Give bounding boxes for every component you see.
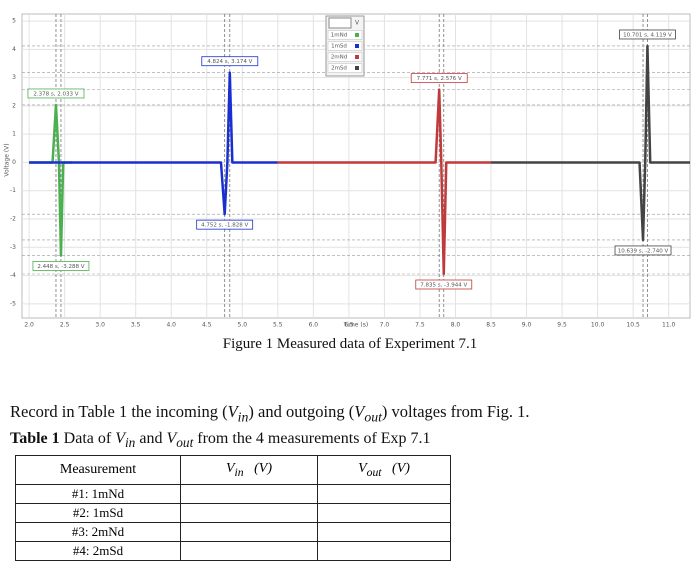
y-tick-label: 5	[12, 18, 16, 25]
x-tick-label: 3.5	[131, 322, 141, 329]
legend: V 1mNd 1mSd 2mNd 2mSd	[325, 15, 365, 77]
legend-label: 1mNd	[331, 33, 347, 39]
x-tick-label: 8.5	[486, 322, 496, 329]
x-tick-label: 7.0	[380, 322, 390, 329]
value-label: 2.448 s, -3.288 V	[32, 261, 90, 271]
y-tick-label: -5	[10, 300, 16, 307]
figure-caption: Figure 1 Measured data of Experiment 7.1	[222, 336, 478, 352]
chart: Time (s) Voltage (V) V 1mNd1mSd2mNd2mSd …	[4, 13, 691, 329]
legend-entry-box	[327, 30, 363, 40]
x-axis-label: Time (s)	[343, 322, 368, 329]
legend-marker	[355, 33, 359, 37]
cell: #1: 1mNd	[15, 484, 181, 504]
series-lines	[29, 44, 690, 276]
legend-label: 2mNd	[331, 55, 347, 61]
table-row: #4: 2mSd	[15, 541, 451, 561]
x-tick-label: 5.5	[273, 322, 283, 329]
x-tick-label: 9.5	[557, 322, 567, 329]
series-line	[491, 44, 690, 242]
y-tick-label: -1	[10, 187, 16, 194]
x-tick-label: 10.0	[591, 322, 605, 329]
x-tick-label: 2.0	[24, 322, 34, 329]
series-line	[277, 88, 492, 276]
data-table: Measurement Vin (V) Vout (V) #1: 1mNd #2:…	[15, 455, 451, 561]
header-cell: Measurement	[15, 455, 181, 485]
x-tick-label: 4.5	[202, 322, 212, 329]
value-label-box	[415, 279, 473, 290]
empty-cell	[317, 541, 451, 561]
value-label: 4.824 s, 3.174 V	[201, 56, 259, 67]
y-tick-label: 0	[12, 159, 16, 166]
value-label-box	[201, 56, 259, 67]
empty-cell	[317, 484, 451, 504]
y-tick-label: 3	[12, 74, 16, 81]
x-tick-label: 3.0	[95, 322, 105, 329]
table-caption: Table 1 Data of Vin and Vout from the 4 …	[10, 430, 431, 451]
y-axis-label: Voltage (V)	[4, 143, 11, 176]
legend-label: 2mSd	[331, 66, 347, 72]
value-label-box	[614, 245, 672, 256]
value-label-text: 2.448 s, -3.288 V	[37, 264, 84, 270]
value-label-box	[410, 73, 468, 84]
y-tick-label: -2	[10, 216, 16, 223]
x-tick-label: 8.0	[451, 322, 461, 329]
cell: #4: 2mSd	[15, 541, 181, 561]
value-label: 7.771 s, 2.576 V	[410, 73, 468, 84]
value-label: 10.701 s, 4.119 V	[619, 29, 676, 40]
y-tick-label: 1	[12, 131, 16, 138]
value-label: 4.752 s, -1.828 V	[196, 219, 254, 230]
cell: #3: 2mNd	[15, 522, 181, 542]
table-row: #1: 1mNd	[15, 484, 451, 504]
y-tick-label: 4	[12, 46, 16, 53]
value-label: 10.639 s, -2.740 V	[614, 245, 672, 256]
legend-label: 1mSd	[331, 44, 347, 50]
empty-cell	[317, 522, 451, 542]
legend-marker	[355, 44, 359, 48]
x-tick-label: 6.5	[344, 322, 354, 329]
instruction: Record in Table 1 the incoming (Vin) and…	[10, 402, 530, 425]
value-label-text: 4.824 s, 3.174 V	[207, 59, 252, 65]
value-label-text: 10.639 s, -2.740 V	[618, 248, 669, 254]
value-label-text: 2.378 s, 2.033 V	[33, 91, 78, 97]
x-tick-label: 7.5	[415, 322, 425, 329]
x-tick-label: 9.0	[522, 322, 532, 329]
value-label-box	[619, 29, 676, 40]
legend-marker	[355, 55, 359, 59]
value-label: 7.835 s, -3.944 V	[415, 279, 473, 290]
table-row: #2: 1mSd	[15, 503, 451, 523]
y-tick-label: -3	[10, 244, 16, 251]
x-tick-label: 5.0	[238, 322, 248, 329]
empty-cell	[180, 522, 318, 542]
legend-entry-box	[327, 52, 363, 62]
legend-entry-box	[327, 41, 363, 51]
table-row: #3: 2mNd	[15, 522, 451, 542]
cell: #2: 1mSd	[15, 503, 181, 523]
legend-marker	[355, 66, 359, 70]
legend-entry-box	[327, 63, 363, 73]
x-tick-label: 4.0	[166, 322, 176, 329]
value-label-box	[196, 219, 254, 230]
x-tick-label: 2.5	[60, 322, 70, 329]
value-label-box	[32, 261, 90, 271]
value-label-text: 4.752 s, -1.828 V	[201, 223, 248, 229]
empty-cell	[180, 484, 318, 504]
empty-cell	[180, 503, 318, 523]
empty-cell	[317, 503, 451, 523]
value-label-box	[27, 88, 85, 99]
header-cell: Vout (V)	[317, 455, 451, 485]
x-tick-label: 10.5	[626, 322, 640, 329]
series-line	[29, 71, 278, 216]
empty-cell	[180, 541, 318, 561]
legend-header: V	[355, 20, 360, 27]
value-label: 2.378 s, 2.033 V	[27, 88, 85, 99]
value-label-text: 7.835 s, -3.944 V	[420, 282, 467, 288]
value-label-text: 7.771 s, 2.576 V	[417, 76, 462, 82]
y-tick-label: 2	[12, 102, 16, 109]
y-tick-label: -4	[10, 272, 16, 279]
value-label-text: 10.701 s, 4.119 V	[623, 32, 672, 38]
x-tick-label: 11.0	[662, 322, 676, 329]
header-cell: Vin (V)	[180, 455, 318, 485]
x-tick-label: 6.0	[309, 322, 319, 329]
